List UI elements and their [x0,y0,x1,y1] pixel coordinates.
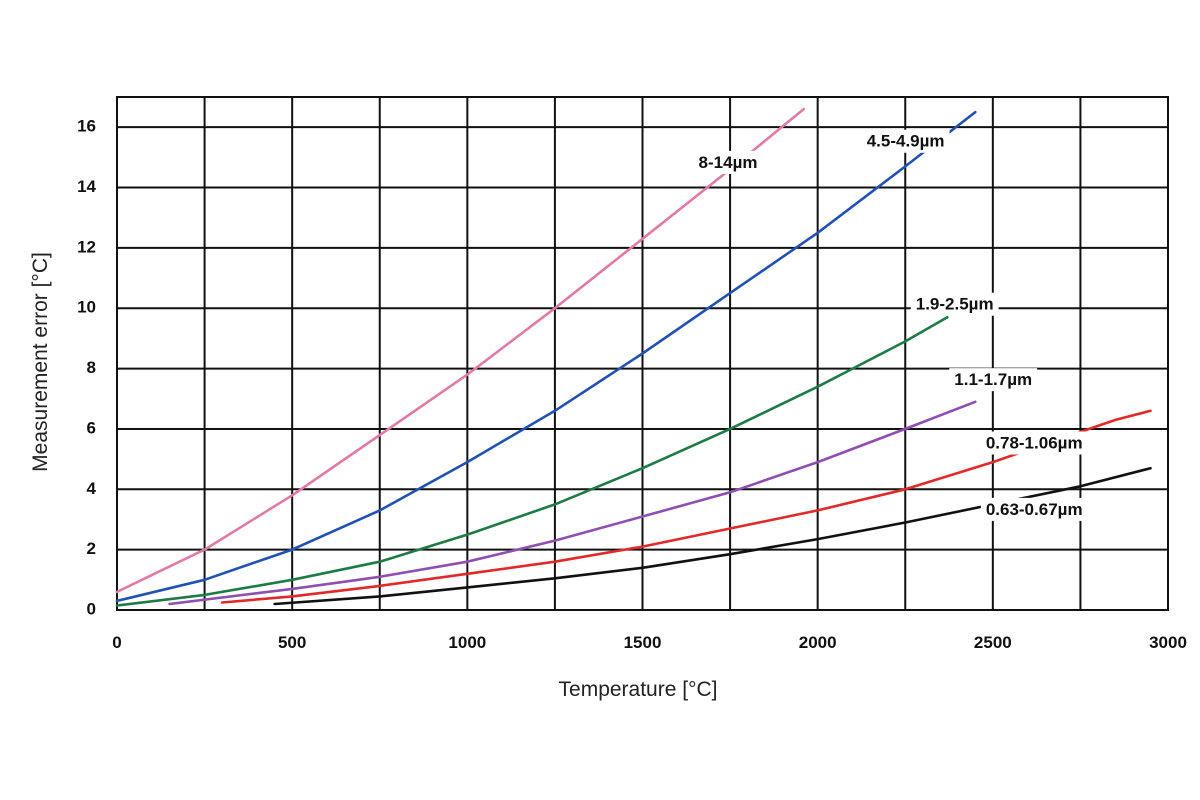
series-label-text: 1.1-1.7µm [954,370,1032,389]
x-tick-label: 2000 [799,633,837,652]
series-label-text: 8-14µm [699,153,758,172]
series-labels: 8-14µm 4.5-4.9µm 1.9-2.5µm 1.1-1.7µm 0.78-1.… [693,129,1088,521]
series-label-6: 0.63-0.67µm [980,497,1088,521]
x-tick-label: 500 [278,633,306,652]
x-tick-label: 2500 [974,633,1012,652]
y-tick-label: 4 [87,479,97,498]
series-label-2: 4.5-4.9µm [861,129,950,153]
series-label-5: 0.78-1.06µm [980,431,1088,455]
series-label-bg [980,497,1088,521]
y-tick-label: 0 [87,599,96,618]
series-line-4 [168,400,977,606]
y-tick-label: 2 [87,539,96,558]
y-tick-label: 8 [87,358,96,377]
x-axis-title: Temperature [°C] [559,678,718,701]
y-tick-label: 10 [77,298,96,317]
series-label-text: 0.63-0.67µm [986,500,1083,519]
series-label-bg [861,129,950,153]
series-label-1: 8-14µm [693,150,763,174]
series-label-bg [980,431,1088,455]
tick-labels: 0 500 1000 1500 2000 2500 3000 0 2 4 6 8 10 12 14 16 [77,117,1187,652]
y-tick-label: 6 [87,418,96,437]
x-tick-label: 1500 [624,633,662,652]
y-tick-label: 16 [77,117,96,136]
series-label-4: 1.1-1.7µm [949,368,1038,392]
x-tick-label: 0 [112,633,121,652]
series-label-3: 1.9-2.5µm [910,292,999,316]
y-axis-title: Measurement error [°C] [29,252,52,472]
series-label-text: 4.5-4.9µm [867,132,945,151]
series-label-bg [910,292,999,316]
series-label-bg [949,368,1038,392]
series-line-3 [115,316,949,607]
series-line-1 [115,107,805,594]
series-label-bg [693,150,763,174]
x-tick-label: 1000 [448,633,486,652]
series-line-5 [220,409,1152,604]
y-tick-label: 14 [77,177,96,196]
x-tick-label: 3000 [1149,633,1187,652]
y-tick-label: 12 [77,237,96,256]
series-label-text: 0.78-1.06µm [986,434,1083,453]
series-label-text: 1.9-2.5µm [916,295,994,314]
series-lines [115,107,1152,607]
series-line-2 [115,110,977,603]
